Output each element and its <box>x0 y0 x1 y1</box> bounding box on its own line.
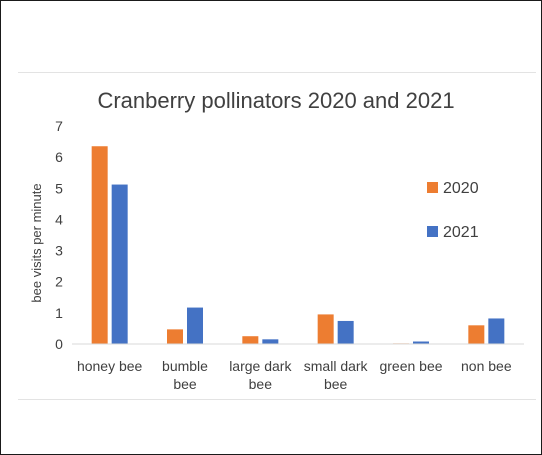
y-tick-label: 7 <box>55 118 63 134</box>
y-tick-label: 1 <box>55 305 63 321</box>
bar-2020-2 <box>242 336 259 344</box>
x-category-label: green bee <box>379 358 442 374</box>
y-axis-ticks: 0 1 2 3 4 5 6 7 <box>55 118 63 352</box>
bars <box>91 146 505 344</box>
x-category-label: small dark <box>304 358 369 374</box>
bar-2021-5 <box>488 318 505 344</box>
y-tick-label: 5 <box>55 180 63 196</box>
y-tick-label: 3 <box>55 243 63 259</box>
bar-2020-5 <box>468 325 485 344</box>
bar-2020-1 <box>167 329 183 344</box>
y-tick-label: 6 <box>55 149 63 165</box>
legend-swatch-2020 <box>427 182 438 193</box>
y-axis-title: bee visits per minute <box>29 183 44 302</box>
x-category-label: large dark <box>229 358 292 374</box>
x-category-label: bumble <box>162 358 208 374</box>
x-category-label: bee <box>173 376 197 392</box>
y-tick-label: 2 <box>55 274 63 290</box>
legend-swatch-2021 <box>427 226 438 237</box>
x-category-label: bee <box>249 376 273 392</box>
legend-label-2021: 2021 <box>443 224 479 241</box>
chart-title: Cranberry pollinators 2020 and 2021 <box>97 88 454 113</box>
bar-2021-1 <box>187 307 203 344</box>
bar-2021-0 <box>111 184 128 344</box>
x-category-label: non bee <box>461 358 512 374</box>
legend-label-2020: 2020 <box>443 180 479 197</box>
bar-2021-3 <box>337 320 354 344</box>
chart-area <box>18 72 536 400</box>
x-category-label: bee <box>324 376 348 392</box>
bar-2020-0 <box>91 146 108 344</box>
bar-2021-4 <box>413 341 429 344</box>
x-category-label: honey bee <box>77 358 143 374</box>
legend: 2020 2021 <box>427 180 479 241</box>
y-tick-label: 0 <box>55 336 63 352</box>
category-labels: honey bee bumble bee large dark bee small dar… <box>77 358 512 392</box>
bar-2020-3 <box>317 314 334 344</box>
bar-2021-2 <box>262 339 279 344</box>
y-tick-label: 4 <box>55 211 63 227</box>
